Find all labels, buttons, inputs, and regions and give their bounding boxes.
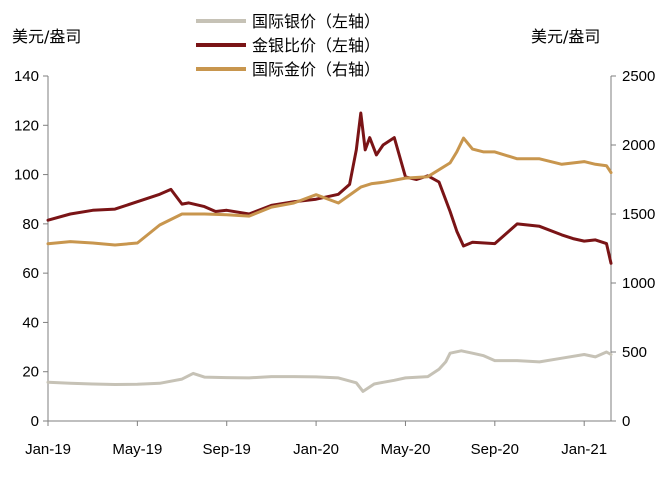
- right-tick-label: 2500: [622, 68, 655, 85]
- x-tick-label: Sep-20: [471, 441, 519, 458]
- series-line-ratio: [46, 111, 613, 265]
- series-line-gold: [46, 136, 613, 247]
- left-tick-label: 100: [14, 167, 39, 184]
- legend-item-silver: 国际银价（左轴）: [196, 12, 380, 31]
- legend-label-silver: 国际银价（左轴）: [252, 12, 380, 31]
- series-line-silver: [46, 349, 613, 393]
- x-tick-label: Sep-19: [203, 441, 251, 458]
- right-unit-label: 美元/盎司: [531, 27, 600, 46]
- x-tick-label: Jan-19: [25, 441, 71, 458]
- left-tick-label: 0: [31, 413, 39, 430]
- legend-item-gold: 国际金价（右轴）: [196, 60, 380, 79]
- x-tick-label: Jan-21: [561, 441, 607, 458]
- x-axis-ticks: Jan-19 May-19 Sep-19 Jan-20 May-20 Sep-20 Jan-…: [25, 421, 607, 458]
- legend: 国际银价（左轴） 金银比价（左轴） 国际金价（右轴）: [196, 12, 380, 79]
- left-tick-label: 40: [22, 314, 39, 331]
- legend-label-gold: 国际金价（右轴）: [252, 60, 380, 79]
- right-tick-label: 0: [622, 413, 630, 430]
- right-tick-label: 1500: [622, 206, 655, 223]
- x-tick-label: May-20: [380, 441, 430, 458]
- left-tick-label: 60: [22, 265, 39, 282]
- x-tick-label: Jan-20: [293, 441, 339, 458]
- right-axis-ticks: 0 500 1000 1500 2000 2500: [611, 68, 655, 430]
- left-tick-label: 120: [14, 117, 39, 134]
- x-tick-label: May-19: [112, 441, 162, 458]
- right-tick-label: 500: [622, 344, 647, 361]
- left-tick-label: 20: [22, 364, 39, 381]
- left-tick-label: 140: [14, 68, 39, 85]
- right-tick-label: 1000: [622, 275, 655, 292]
- legend-label-ratio: 金银比价（左轴）: [252, 36, 380, 55]
- left-tick-label: 80: [22, 216, 39, 233]
- plot-area: [46, 111, 613, 393]
- legend-item-ratio: 金银比价（左轴）: [196, 36, 380, 55]
- right-tick-label: 2000: [622, 137, 655, 154]
- left-axis-ticks: 0 20 40 60 80 100 120 140: [14, 68, 48, 430]
- left-unit-label: 美元/盎司: [12, 27, 81, 46]
